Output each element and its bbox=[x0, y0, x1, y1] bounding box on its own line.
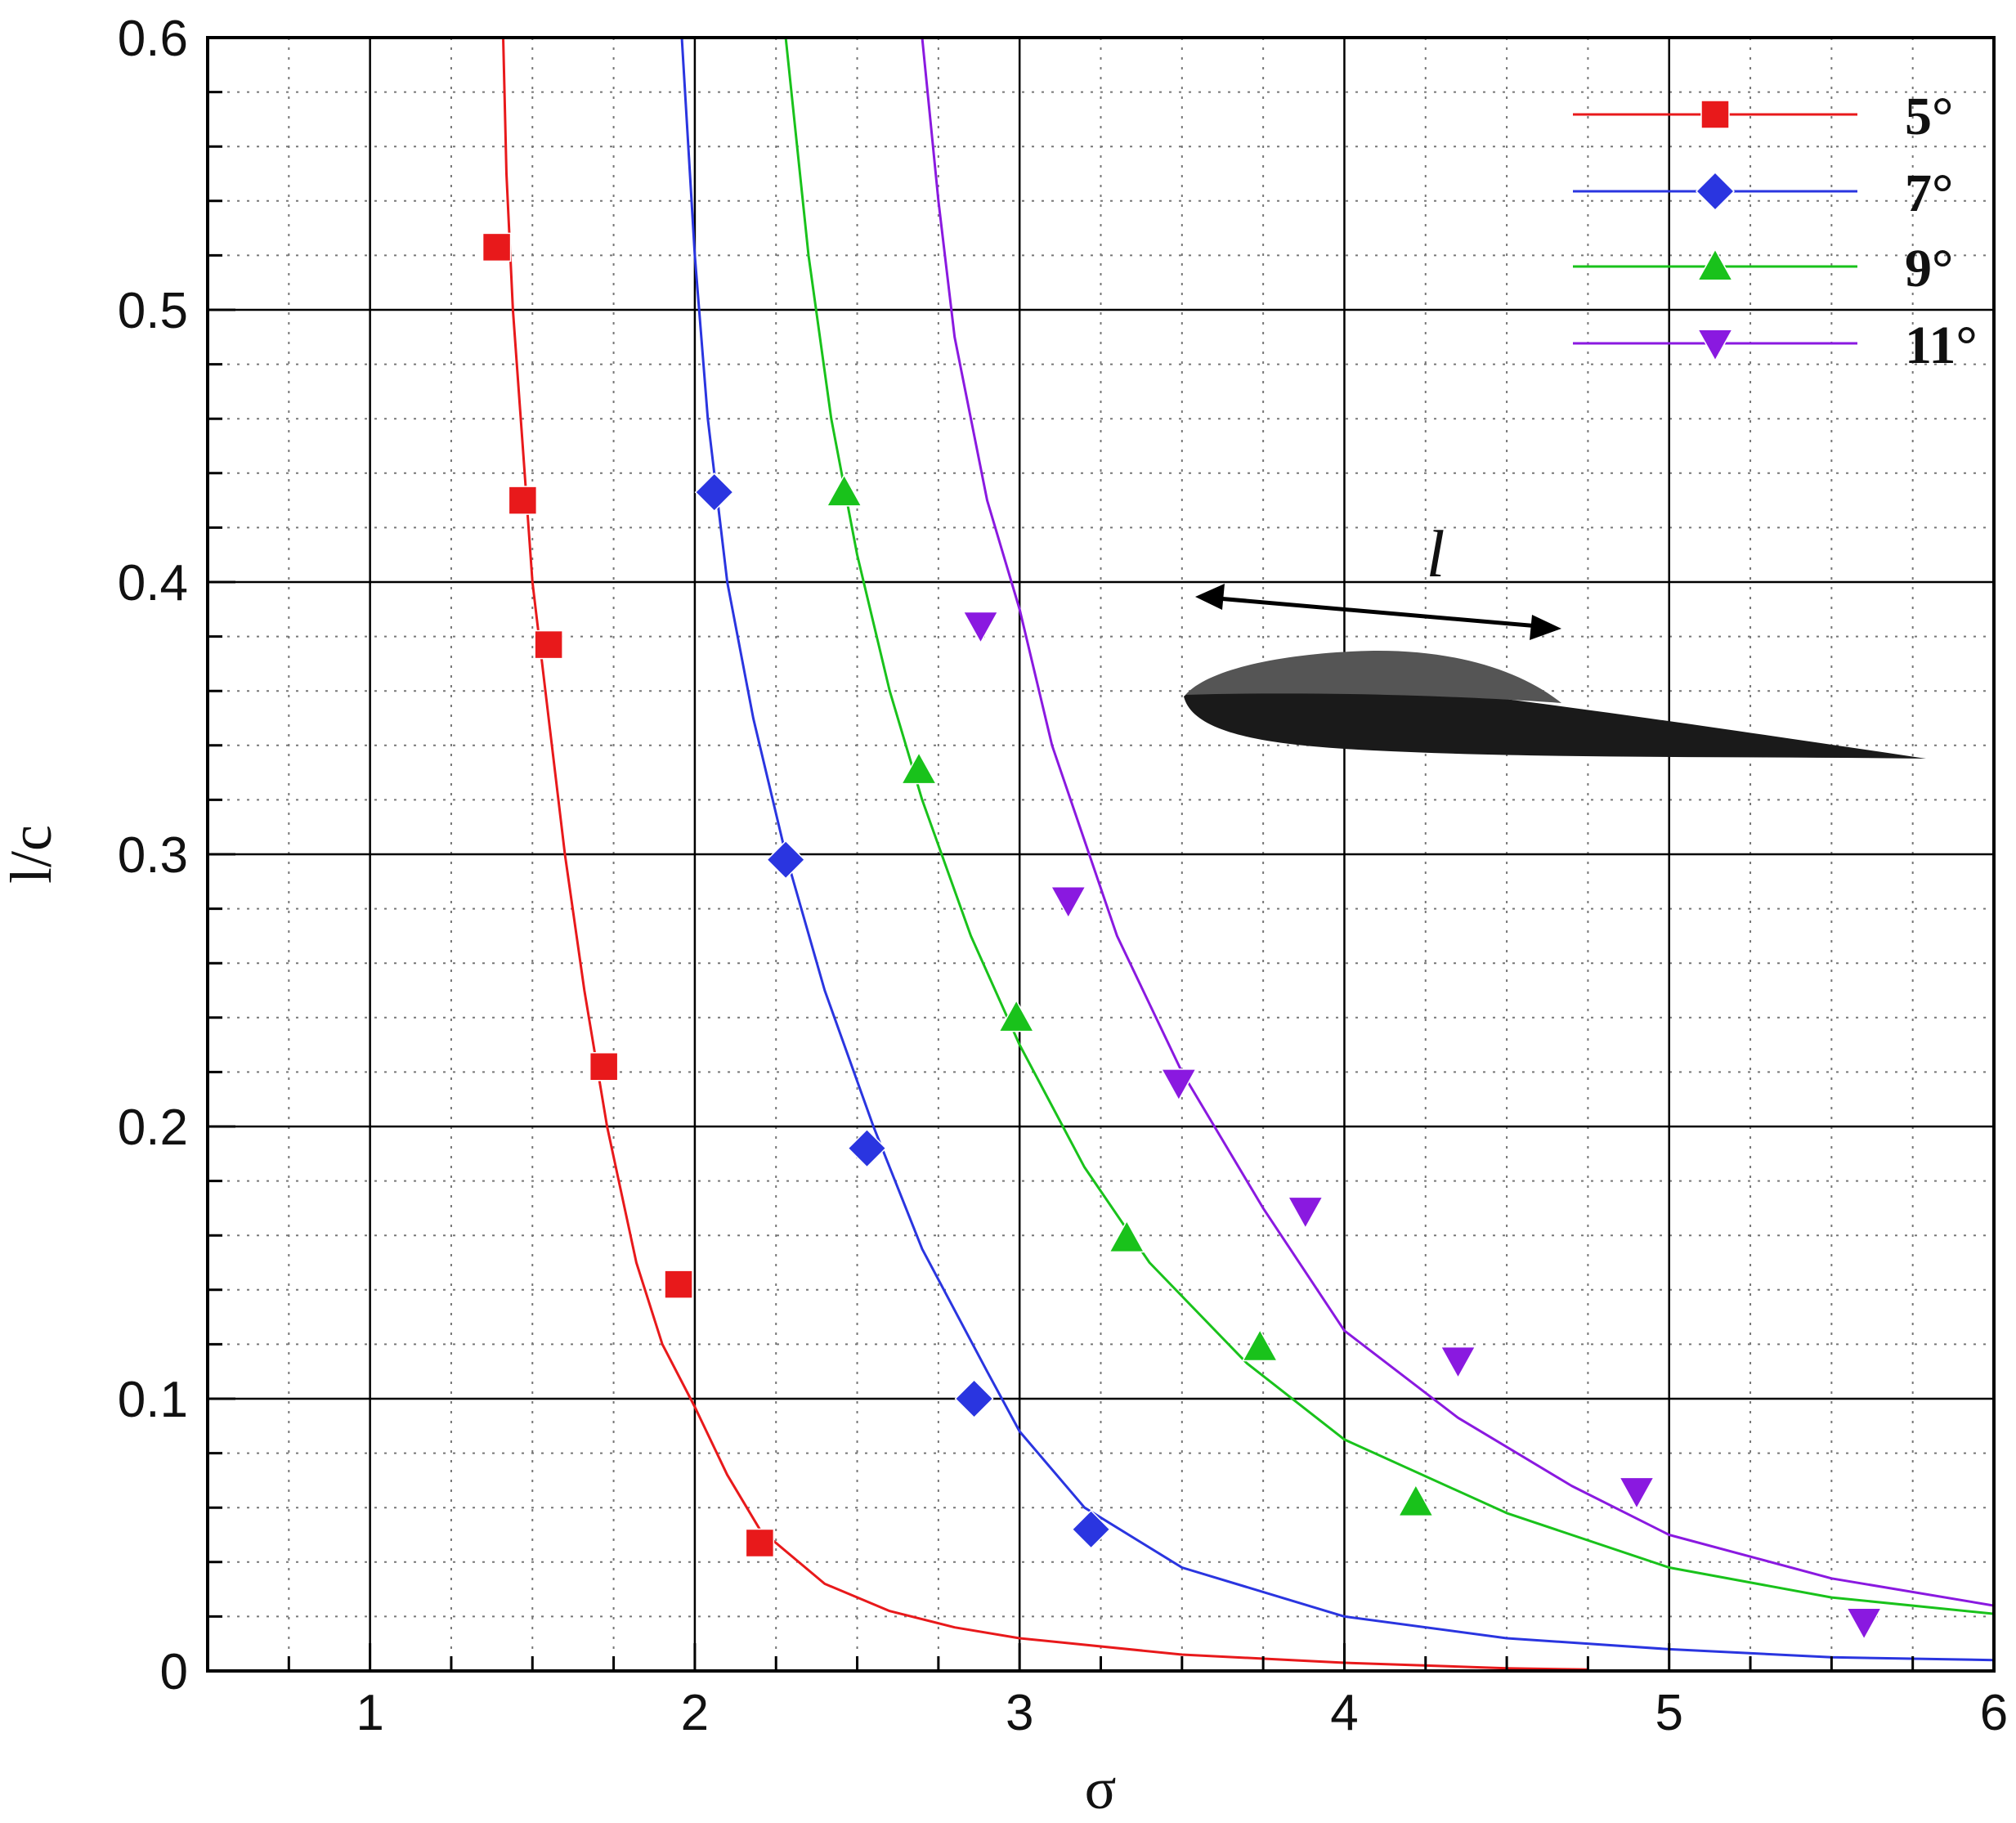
data-point-series-3 bbox=[1287, 1196, 1324, 1230]
data-point-series-3 bbox=[962, 611, 999, 644]
airfoil-main-body bbox=[1184, 680, 1926, 759]
legend-label-0: 5° bbox=[1905, 87, 1953, 146]
legend-marker-1 bbox=[1695, 171, 1736, 212]
data-point-series-1 bbox=[847, 1128, 887, 1168]
data-point-series-1 bbox=[694, 473, 734, 513]
legend-marker-3 bbox=[1696, 329, 1734, 362]
x-tick-label: 2 bbox=[681, 1685, 709, 1741]
y-tick-label: 0.2 bbox=[118, 1100, 188, 1156]
data-point-series-3 bbox=[1440, 1346, 1476, 1379]
legend-label-3: 11° bbox=[1905, 316, 1978, 375]
data-point-series-0 bbox=[508, 486, 538, 515]
data-point-series-2 bbox=[1397, 1483, 1435, 1517]
airfoil-illustration: l bbox=[1184, 517, 1926, 759]
data-point-series-2 bbox=[1109, 1219, 1145, 1253]
y-tick-labels: 0 0.1 0.2 0.3 0.4 0.5 0.6 bbox=[118, 11, 188, 1700]
data-point-series-3 bbox=[1160, 1068, 1198, 1102]
x-tick-label: 5 bbox=[1655, 1685, 1682, 1741]
legend-marker-2 bbox=[1696, 248, 1734, 281]
data-point-series-1 bbox=[954, 1378, 994, 1419]
data-point-series-3 bbox=[1618, 1476, 1655, 1510]
data-point-series-0 bbox=[534, 629, 563, 660]
length-arrow bbox=[1195, 584, 1561, 640]
legend-label-2: 9° bbox=[1905, 239, 1953, 298]
y-tick-label: 0 bbox=[160, 1644, 188, 1700]
legend: 5° 7° 9° 11° bbox=[1573, 87, 1978, 375]
data-point-series-0 bbox=[589, 1051, 619, 1082]
data-point-series-0 bbox=[482, 232, 512, 262]
data-point-series-1 bbox=[1071, 1509, 1111, 1549]
y-tick-label: 0.1 bbox=[118, 1372, 188, 1428]
data-point-series-0 bbox=[664, 1270, 693, 1299]
data-point-series-2 bbox=[1241, 1328, 1279, 1362]
legend-marker-0 bbox=[1700, 100, 1730, 129]
airfoil-flap-element bbox=[1185, 650, 1561, 703]
x-tick-label: 3 bbox=[1006, 1685, 1033, 1741]
series-curve-1 bbox=[680, 37, 1995, 1662]
x-tick-label: 6 bbox=[1980, 1685, 2008, 1741]
legend-label-1: 7° bbox=[1905, 163, 1953, 223]
y-tick-label: 0.6 bbox=[118, 11, 188, 67]
data-markers bbox=[482, 232, 1883, 1641]
x-tick-label: 4 bbox=[1330, 1685, 1358, 1741]
data-point-series-1 bbox=[766, 840, 806, 880]
major-grid bbox=[208, 36, 1996, 1673]
series-curve-2 bbox=[784, 37, 1995, 1615]
x-tick-label: 1 bbox=[356, 1685, 383, 1741]
x-tick-labels: 1 2 3 4 5 6 bbox=[356, 1685, 2008, 1741]
y-axis-label: l/c bbox=[0, 825, 64, 884]
data-point-series-3 bbox=[1050, 886, 1087, 920]
x-axis-label: σ bbox=[1085, 1756, 1117, 1821]
axis-ticks bbox=[206, 36, 1996, 1673]
data-point-series-0 bbox=[745, 1528, 775, 1558]
data-point-series-3 bbox=[1845, 1607, 1883, 1641]
data-point-series-2 bbox=[997, 999, 1035, 1032]
length-annotation-label: l bbox=[1427, 517, 1445, 591]
data-point-series-2 bbox=[826, 473, 862, 507]
y-tick-label: 0.5 bbox=[118, 283, 188, 339]
y-tick-label: 0.4 bbox=[118, 555, 188, 611]
y-tick-label: 0.3 bbox=[118, 827, 188, 884]
data-point-series-2 bbox=[900, 751, 938, 785]
